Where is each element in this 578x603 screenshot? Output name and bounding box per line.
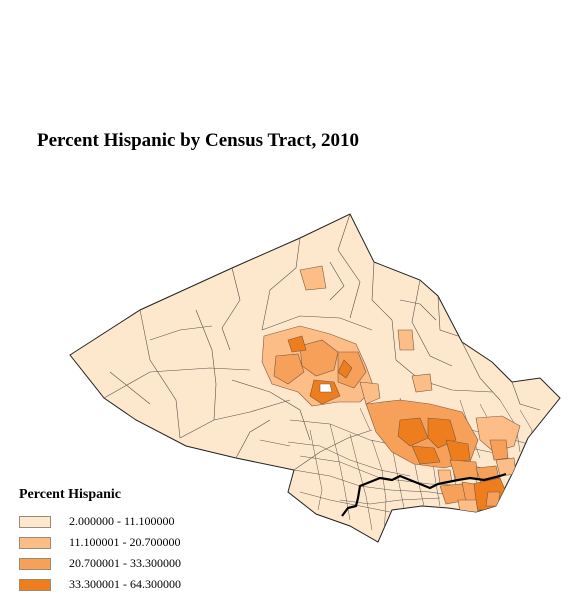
map-legend: Percent Hispanic 2.000000 - 11.100000 11…: [19, 487, 181, 595]
legend-title: Percent Hispanic: [19, 487, 122, 502]
legend-swatch-4: [19, 578, 51, 591]
legend-item-4: 33.300001 - 64.300000: [19, 574, 181, 595]
boundary-line: [341, 472, 507, 517]
legend-item-1: 2.000000 - 11.100000: [19, 511, 181, 532]
tracts-silver-spring-cluster: [365, 329, 521, 487]
legend-swatch-3: [19, 557, 51, 570]
legend-label-2: 11.100001 - 20.700000: [69, 535, 181, 549]
legend-item-2: 11.100001 - 20.700000: [19, 532, 181, 553]
legend-label-1: 2.000000 - 11.100000: [69, 514, 175, 528]
legend-label-4: 33.300001 - 64.300000: [69, 577, 181, 591]
tracts-gaithersburg-cluster: [261, 265, 381, 407]
tract-boundaries-north: [103, 214, 541, 471]
tracts-takoma-cluster: [439, 477, 507, 513]
legend-item-3: 20.700001 - 33.300000: [19, 553, 181, 574]
legend-swatch-2: [19, 536, 51, 549]
map-title: Percent Hispanic by Census Tract, 2010: [37, 130, 359, 151]
legend-swatch-1: [19, 515, 51, 528]
legend-label-3: 20.700001 - 33.300000: [69, 556, 181, 570]
